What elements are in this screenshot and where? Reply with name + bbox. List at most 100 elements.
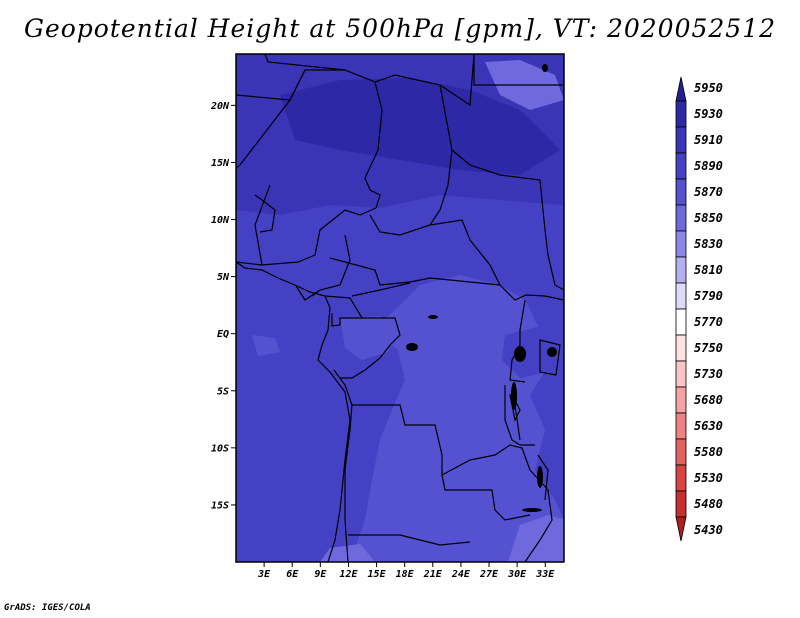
lake-mark <box>406 343 418 351</box>
lon-tick-label: 9E <box>314 569 327 580</box>
lat-tick-label: 15N <box>211 158 230 169</box>
lat-tick-label: EQ <box>217 329 229 340</box>
field-region-5850-se <box>508 515 564 562</box>
colorbar-swatch <box>675 152 687 180</box>
lon-tick-label: 27E <box>479 569 499 580</box>
longitude-axis: 3E 6E 9E 12E 15E 18E 21E 24E 27E 30E 33E <box>257 562 555 580</box>
border-path <box>333 369 353 562</box>
lakes <box>406 64 557 512</box>
border-path <box>254 184 377 266</box>
border-path <box>451 149 564 291</box>
country-borders <box>236 54 564 562</box>
colorbar-swatch <box>675 412 687 440</box>
border-path <box>329 257 501 286</box>
colorbar-label: 5830 <box>694 237 723 251</box>
border-path <box>364 81 383 209</box>
lon-tick-label: 33E <box>535 569 555 580</box>
border-path <box>369 84 453 236</box>
colorbar-label: 5770 <box>694 315 723 329</box>
lon-tick-label: 21E <box>423 569 443 580</box>
colorbar-swatch <box>675 490 687 518</box>
lat-tick-label: 10S <box>211 443 229 454</box>
colorbar-label: 5730 <box>694 367 723 381</box>
lake-mark <box>511 382 517 410</box>
lat-tick-label: 5N <box>217 272 230 283</box>
field-region-5870-coast <box>252 335 280 356</box>
colorbar-label: 5430 <box>694 523 723 537</box>
map-title: Geopotential Height at 500hPa [gpm], VT:… <box>23 14 777 43</box>
border-path <box>514 404 521 441</box>
colorbar-label: 5870 <box>694 185 723 199</box>
colorbar-label: 5480 <box>694 497 723 511</box>
colorbar-swatch <box>675 282 687 310</box>
lon-tick-label: 30E <box>507 569 527 580</box>
border-path <box>254 194 276 233</box>
colorbar-label: 5890 <box>694 159 723 173</box>
colorbar-swatch <box>675 100 687 128</box>
lon-tick-label: 15E <box>368 569 387 580</box>
lat-tick-label: 20N <box>210 101 230 112</box>
lake-mark <box>537 466 543 488</box>
coast-path <box>236 261 351 562</box>
border-path <box>264 54 475 107</box>
lon-tick-label: 12E <box>339 569 358 580</box>
colorbar-swatch <box>675 126 687 154</box>
lon-tick-label: 6E <box>286 569 299 580</box>
lake-mark <box>542 64 548 72</box>
colorbar-swatch <box>675 360 687 388</box>
border-path <box>473 54 564 86</box>
colorbar-swatch <box>675 516 687 542</box>
border-path <box>324 295 364 327</box>
border-path <box>236 261 263 266</box>
lon-tick-label: 18E <box>396 569 415 580</box>
lon-tick-label: 24E <box>451 569 471 580</box>
colorbar-swatch <box>675 178 687 206</box>
colorbar-swatch <box>675 386 687 414</box>
border-path <box>537 454 549 501</box>
grads-credit: GrADS: IGES/COLA <box>4 603 91 613</box>
height-field <box>236 54 564 562</box>
border-path <box>351 282 411 297</box>
lon-tick-label: 3E <box>257 569 271 580</box>
colorbar-label: 5910 <box>694 133 723 147</box>
colorbar-label: 5790 <box>694 289 723 303</box>
colorbar-swatch <box>675 76 687 102</box>
lake-mark <box>514 346 526 362</box>
colorbar-swatch <box>675 256 687 284</box>
map-frame <box>235 53 565 563</box>
colorbar-label: 5630 <box>694 419 723 433</box>
field-region-5870-west <box>340 316 395 360</box>
colorbar: 5950 5930 5910 5890 5870 5850 5830 5810 5790 5770… <box>675 76 723 542</box>
lat-tick-label: 10N <box>211 215 230 226</box>
lat-tick-label: 5S <box>217 386 229 397</box>
colorbar-swatch <box>675 204 687 232</box>
colorbar-label: 5530 <box>694 471 723 485</box>
border-path <box>539 339 561 376</box>
colorbar-swatch <box>675 334 687 362</box>
field-region-5930 <box>280 78 560 175</box>
colorbar-label: 5580 <box>694 445 723 459</box>
lat-tick-label: 15S <box>211 500 229 511</box>
colorbar-label: 5930 <box>694 107 723 121</box>
latitude-axis: 20N 15N 10N 5N EQ 5S 10S 15S <box>210 101 236 511</box>
colorbar-label: 5810 <box>694 263 723 277</box>
colorbar-swatch <box>675 308 687 336</box>
colorbar-label: 5680 <box>694 393 723 407</box>
lake-mark <box>547 347 557 357</box>
colorbar-label: 5750 <box>694 341 723 355</box>
colorbar-swatch <box>675 464 687 492</box>
field-region-5890-lakes <box>502 325 560 378</box>
lake-mark <box>428 315 438 319</box>
border-path <box>441 444 531 476</box>
border-path <box>504 385 535 446</box>
colorbar-label: 5850 <box>694 211 723 225</box>
border-path <box>348 534 471 546</box>
coastline <box>236 261 351 562</box>
colorbar-swatch <box>675 438 687 466</box>
lake-mark <box>522 508 542 512</box>
border-path <box>236 69 306 169</box>
colorbar-label: 5950 <box>694 81 723 95</box>
border-path <box>340 317 401 379</box>
colorbar-swatch <box>675 230 687 258</box>
